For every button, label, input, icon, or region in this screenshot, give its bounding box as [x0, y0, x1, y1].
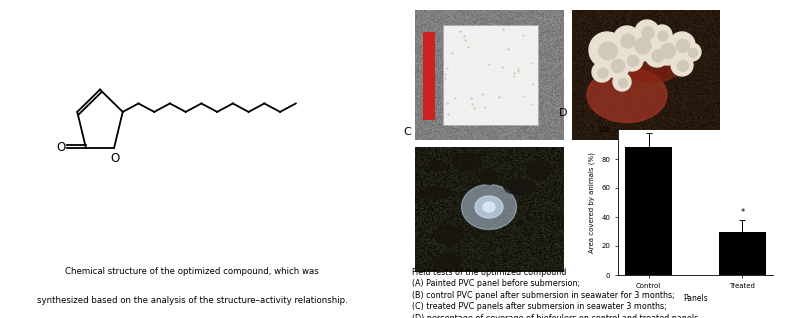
Text: Field tests of the optimized compound
(A) Painted PVC panel before submersion;
(: Field tests of the optimized compound (A…: [412, 268, 783, 318]
Circle shape: [592, 62, 612, 82]
Text: Chemical structure of the optimized compound, which was: Chemical structure of the optimized comp…: [65, 267, 319, 276]
Text: O: O: [56, 142, 65, 155]
Ellipse shape: [622, 47, 682, 82]
Ellipse shape: [462, 184, 517, 230]
Y-axis label: Area covered by animals (%): Area covered by animals (%): [589, 152, 595, 253]
Circle shape: [642, 27, 654, 39]
Ellipse shape: [475, 196, 503, 218]
Circle shape: [689, 49, 698, 58]
Ellipse shape: [454, 153, 482, 171]
Ellipse shape: [527, 160, 551, 179]
Text: *: *: [740, 208, 745, 217]
Bar: [719, 232, 766, 275]
Text: O: O: [110, 152, 119, 165]
Ellipse shape: [483, 202, 495, 212]
Circle shape: [613, 73, 631, 91]
Ellipse shape: [434, 226, 464, 243]
Circle shape: [621, 49, 643, 71]
Circle shape: [635, 38, 651, 54]
Circle shape: [652, 25, 672, 45]
Text: D: D: [559, 108, 568, 118]
Circle shape: [652, 35, 682, 65]
Circle shape: [661, 44, 675, 59]
Text: synthesized based on the analysis of the structure–activity relationship.: synthesized based on the analysis of the…: [37, 296, 347, 305]
FancyBboxPatch shape: [443, 25, 538, 125]
Circle shape: [598, 68, 608, 78]
Text: C: C: [403, 127, 411, 137]
Circle shape: [599, 42, 617, 60]
Circle shape: [604, 52, 630, 78]
Circle shape: [626, 29, 658, 61]
Circle shape: [627, 56, 638, 66]
Circle shape: [671, 54, 693, 76]
Circle shape: [658, 31, 668, 41]
Ellipse shape: [428, 161, 446, 171]
Ellipse shape: [504, 179, 536, 195]
Circle shape: [611, 59, 625, 73]
Bar: [625, 148, 672, 275]
Circle shape: [683, 43, 701, 61]
Circle shape: [652, 50, 664, 62]
Circle shape: [635, 20, 659, 44]
Ellipse shape: [418, 187, 451, 199]
X-axis label: Panels: Panels: [683, 294, 708, 303]
Circle shape: [613, 26, 641, 54]
Ellipse shape: [587, 67, 667, 122]
Circle shape: [618, 79, 627, 87]
Ellipse shape: [481, 169, 498, 184]
Circle shape: [589, 32, 625, 68]
Circle shape: [669, 32, 695, 58]
Circle shape: [677, 39, 690, 52]
Ellipse shape: [433, 254, 462, 269]
Circle shape: [645, 43, 669, 67]
Circle shape: [678, 60, 689, 72]
FancyBboxPatch shape: [423, 32, 435, 120]
Circle shape: [621, 34, 635, 48]
